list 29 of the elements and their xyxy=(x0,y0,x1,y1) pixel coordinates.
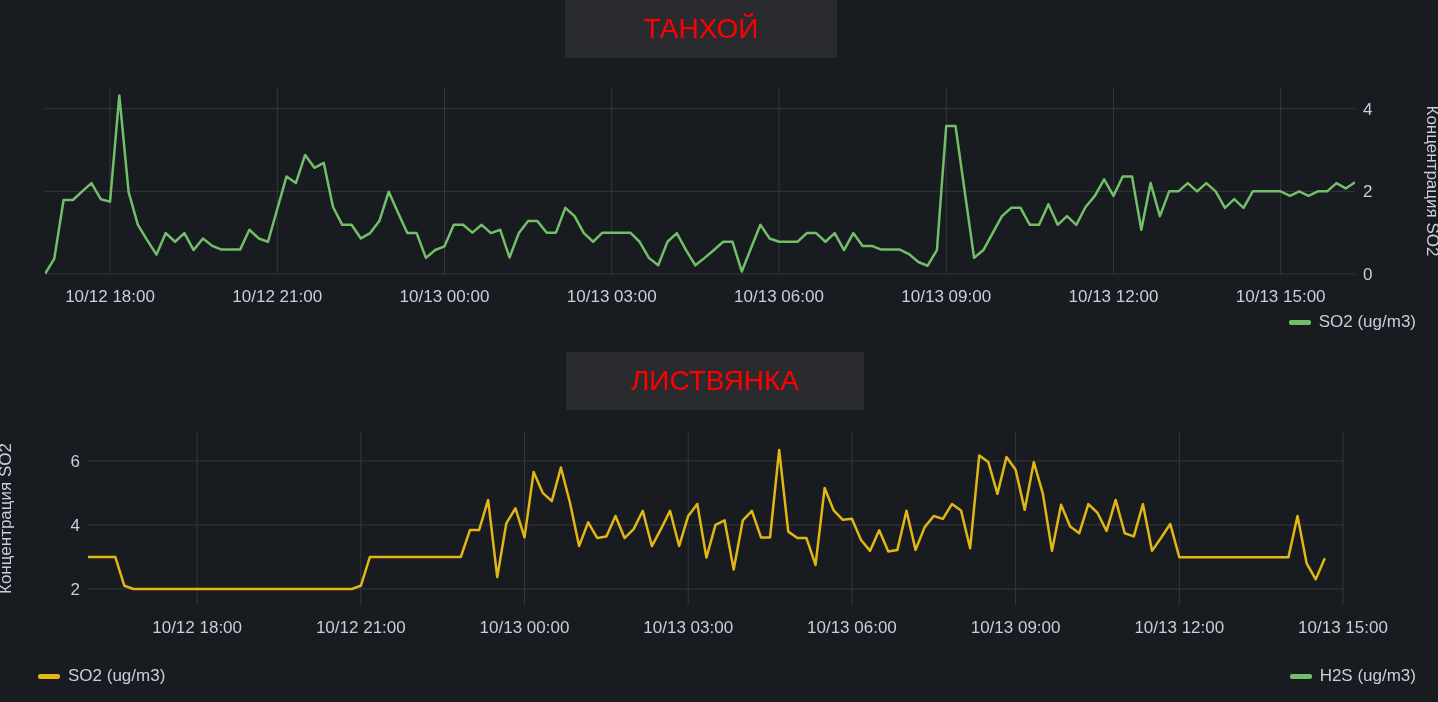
y2-axis-title: Концентрация SO2 xyxy=(1422,105,1438,257)
x-tick-label: 10/13 15:00 xyxy=(1235,287,1326,307)
y-axis-title: Концентрация SO2 xyxy=(0,442,16,595)
x-tick-label: 10/13 09:00 xyxy=(901,287,992,307)
y2-tick-label: 2 xyxy=(1363,182,1373,202)
x-tick-label: 10/12 21:00 xyxy=(232,287,323,307)
x-tick-label: 10/13 03:00 xyxy=(566,287,657,307)
legend-label: SO2 (ug/m3) xyxy=(68,666,166,686)
x-tick-label: 10/13 00:00 xyxy=(399,287,490,307)
y2-tick-label: 4 xyxy=(1363,99,1373,119)
x-tick-label: 10/12 18:00 xyxy=(152,618,243,638)
x-tick-label: 10/13 06:00 xyxy=(734,287,824,307)
x-tick-label: 10/12 18:00 xyxy=(65,287,155,307)
x-tick-label: 10/13 06:00 xyxy=(807,618,897,638)
legend-label: H2S (ug/m3) xyxy=(1319,666,1416,686)
x-tick-label: 10/12 21:00 xyxy=(315,618,406,638)
x-tick-label: 10/13 03:00 xyxy=(643,618,734,638)
x-tick-label: 10/13 15:00 xyxy=(1298,618,1388,638)
y-tick-label: 2 xyxy=(70,580,80,600)
chart-title: ЛИСТВЯНКА xyxy=(630,365,800,397)
x-tick-label: 10/13 00:00 xyxy=(479,618,570,638)
y-tick-label: 4 xyxy=(70,515,80,535)
x-tick-label: 10/13 12:00 xyxy=(1134,618,1225,638)
x-tick-label: 10/13 12:00 xyxy=(1068,287,1159,307)
x-tick-label: 10/13 09:00 xyxy=(970,618,1061,638)
chart-title: ТАНХОЙ xyxy=(643,13,759,45)
legend-label: SO2 (ug/m3) xyxy=(1318,312,1416,332)
y-tick-label: 6 xyxy=(70,451,80,471)
y2-tick-label: 0 xyxy=(1363,265,1373,285)
